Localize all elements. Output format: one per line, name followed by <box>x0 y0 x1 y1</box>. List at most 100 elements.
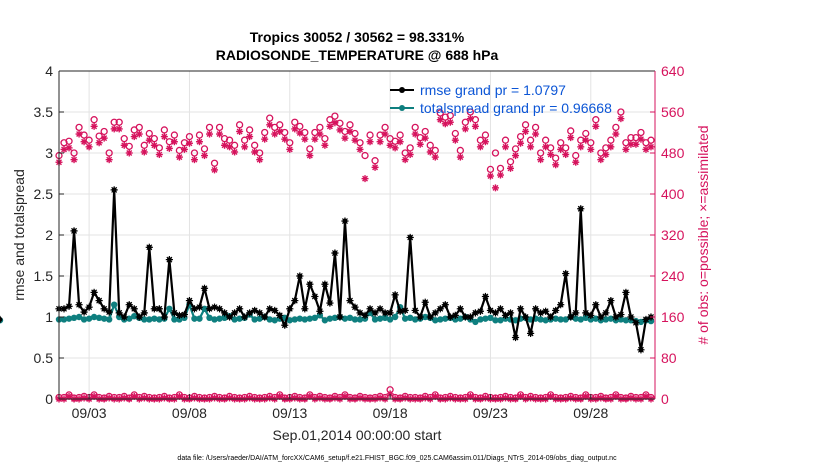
assimilated-point <box>421 134 429 142</box>
rmse-point <box>220 309 229 317</box>
totalspread-point <box>85 315 93 322</box>
totalspread-point <box>206 314 213 322</box>
assimilated-point-stroke <box>648 143 654 150</box>
assimilated-point <box>386 390 394 398</box>
assimilated-point <box>95 139 103 147</box>
totalspread-point <box>80 316 88 323</box>
rmse-point-stroke <box>181 311 188 318</box>
possible-point <box>511 145 520 153</box>
rmse-point-stroke <box>572 309 579 316</box>
rmse-point-stroke <box>357 309 363 316</box>
assimilated-point-stroke <box>357 146 363 153</box>
assimilated-point-stroke <box>377 395 384 401</box>
assimilated-point <box>597 394 605 402</box>
y-left-tick-label: 2.5 <box>34 186 54 202</box>
rmse-point-stroke <box>211 304 218 311</box>
chart-title-line1: Tropics 30052 / 30562 = 98.331% <box>250 29 465 45</box>
assimilated-point <box>567 134 575 142</box>
assimilated-point-stroke <box>246 395 253 401</box>
assimilated-point-stroke <box>502 395 509 401</box>
rmse-point-stroke <box>397 308 404 315</box>
assimilated-point <box>376 138 384 146</box>
rmse-point <box>441 301 449 309</box>
rmse-point <box>230 309 239 317</box>
assimilated-point-stroke <box>226 395 233 401</box>
assimilated-point <box>366 138 374 146</box>
possible-point <box>251 141 259 149</box>
totalspread-point <box>296 315 304 322</box>
possible-point <box>426 141 434 149</box>
assimilated-point <box>271 130 279 138</box>
rmse-point <box>296 272 304 280</box>
rmse-point-stroke <box>341 218 348 225</box>
assimilated-point <box>90 122 98 130</box>
assimilated-point-stroke <box>472 123 479 130</box>
possible-point <box>496 164 505 173</box>
possible-point <box>567 127 575 135</box>
rmse-point <box>351 303 359 311</box>
rmse-point <box>336 313 344 321</box>
possible-point <box>321 134 329 143</box>
possible-point <box>205 123 214 132</box>
assimilated-point-stroke <box>407 151 414 158</box>
rmse-point <box>516 305 525 313</box>
possible-point <box>261 128 269 137</box>
assimilated-point <box>120 141 128 149</box>
possible-point <box>376 131 384 139</box>
assimilated-point-stroke <box>642 146 649 153</box>
rmse-point <box>371 309 379 317</box>
assimilated-point-stroke <box>256 156 263 163</box>
assimilated-point <box>406 151 414 159</box>
assimilated-point <box>562 151 570 159</box>
assimilated-point-stroke <box>181 146 188 153</box>
possible-point <box>546 144 555 152</box>
possible-point <box>160 126 169 134</box>
rmse-point <box>306 280 314 288</box>
possible-point <box>406 144 414 152</box>
possible-point <box>195 131 204 139</box>
rmse-point-stroke <box>602 309 609 316</box>
assimilated-point <box>481 138 489 146</box>
totalspread-point <box>432 317 439 324</box>
assimilated-point-stroke <box>447 395 454 401</box>
assimilated-point-stroke <box>66 393 73 400</box>
assimilated-point <box>140 394 148 402</box>
possible-point <box>115 118 123 126</box>
assimilated-point-stroke <box>301 136 308 143</box>
rmse-point-stroke <box>151 305 158 312</box>
possible-point <box>125 142 133 150</box>
rmse-point-stroke <box>407 234 414 241</box>
totalspread-point <box>577 316 584 323</box>
assimilated-point-stroke <box>196 138 203 145</box>
assimilated-point-stroke <box>602 151 609 158</box>
rmse-point-stroke <box>126 301 133 308</box>
assimilated-point <box>617 115 625 123</box>
assimilated-point-stroke <box>382 131 389 138</box>
possible-point <box>326 116 334 124</box>
possible-point <box>135 123 143 132</box>
totalspread-point <box>110 301 118 308</box>
rmse-point-stroke <box>241 314 248 320</box>
possible-point <box>627 133 635 142</box>
rmse-point-stroke <box>592 301 599 308</box>
assimilated-point-stroke <box>186 140 193 147</box>
assimilated-point-stroke <box>347 128 353 135</box>
rmse-point-stroke <box>66 303 73 310</box>
rmse-point <box>562 269 570 278</box>
assimilated-point <box>160 133 168 141</box>
assimilated-point <box>231 148 239 156</box>
assimilated-point-stroke <box>201 152 208 159</box>
rmse-point-stroke <box>532 305 539 312</box>
rmse-point <box>416 313 424 321</box>
assimilated-point <box>306 152 314 160</box>
assimilated-point-stroke <box>502 143 509 150</box>
rmse-point-stroke <box>547 314 554 320</box>
rmse-point <box>386 309 394 317</box>
possible-point <box>572 151 580 160</box>
assimilated-point-stroke <box>532 131 539 138</box>
rmse-point <box>552 306 560 315</box>
totalspread-point <box>482 315 489 322</box>
possible-point <box>140 141 148 149</box>
assimilated-point-stroke <box>121 395 128 401</box>
assimilated-point <box>587 145 595 153</box>
